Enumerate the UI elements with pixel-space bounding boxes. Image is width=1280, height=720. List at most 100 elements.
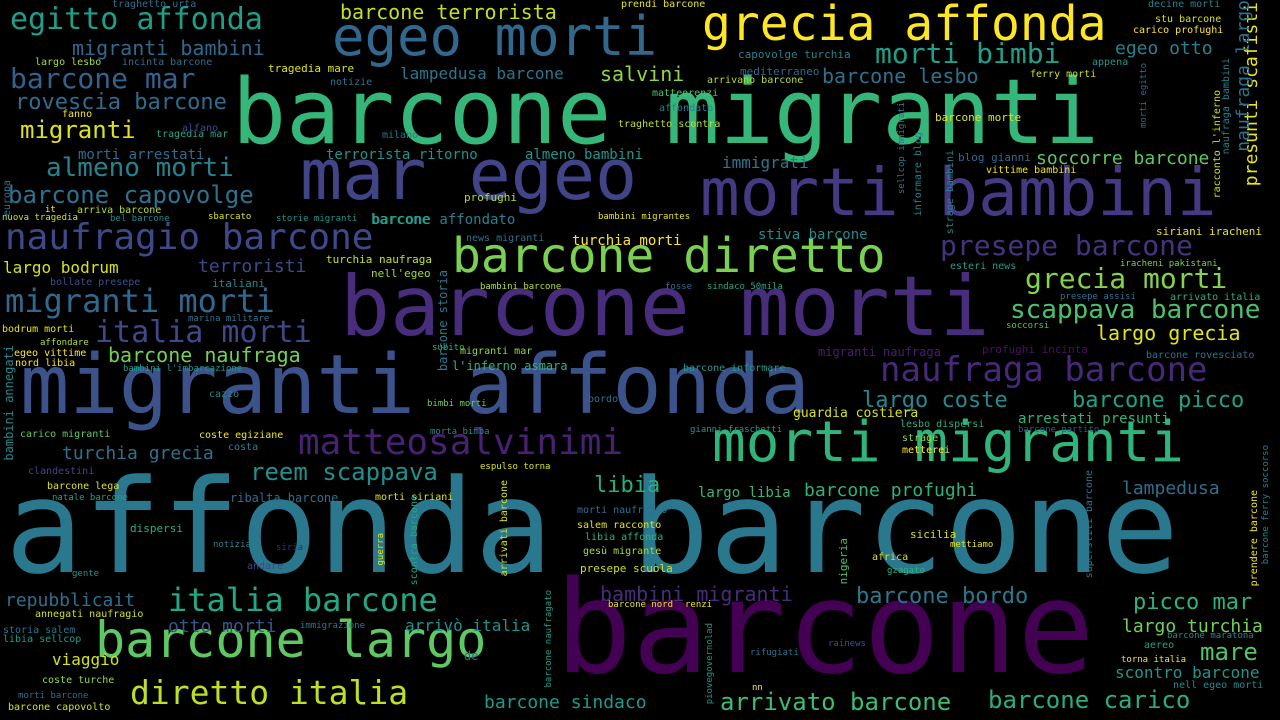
cloud-word: barcone: [555, 554, 1095, 703]
cloud-word: repubblicait: [5, 590, 136, 611]
cloud-word: capovolge turchia: [738, 48, 851, 61]
cloud-word: arrivano barcone: [707, 75, 804, 86]
cloud-word: barcone bordo: [856, 584, 1029, 609]
cloud-word: scontra barcone: [409, 495, 420, 586]
cloud-word: naufraga largo: [1233, 0, 1254, 152]
cloud-word: costa: [228, 442, 259, 453]
cloud-word: naufragio barcone: [5, 217, 374, 258]
cloud-word: almeno morti: [46, 153, 234, 183]
cloud-word: morti bimbi: [875, 37, 1061, 70]
cloud-word: terrorista ritorno: [326, 147, 478, 163]
cloud-word: storia salem: [3, 625, 76, 636]
cloud-word: barcone rovesciato: [1146, 350, 1255, 361]
cloud-word: egitto affonda: [10, 2, 263, 37]
cloud-word: bimbi morti: [427, 399, 487, 409]
cloud-word: bambini migranti: [600, 582, 793, 606]
cloud-word: grecia affonda: [702, 0, 1107, 52]
cloud-word: de: [464, 649, 479, 663]
cloud-word: barcone informare: [683, 363, 786, 374]
cloud-word: bel barcone: [110, 214, 170, 224]
cloud-word: fosse: [665, 282, 693, 292]
cloud-word: matteosalvinimi: [298, 422, 624, 463]
cloud-word: largo coste: [862, 388, 1008, 413]
cloud-word: informare blog: [913, 132, 924, 217]
cloud-word: blog gianni: [958, 151, 1031, 164]
cloud-word: morti barcone: [18, 691, 89, 701]
cloud-word: lampedusa barcone: [400, 64, 564, 83]
cloud-word: storie migranti: [276, 214, 358, 224]
cloud-word: migranti bambini: [72, 36, 265, 60]
cloud-word: arrestati presunti: [1018, 411, 1170, 427]
cloud-word: nn: [752, 683, 763, 693]
cloud-word: it: [45, 205, 56, 215]
cloud-word: immigrati: [722, 153, 809, 172]
cloud-word: esteri news: [950, 261, 1017, 272]
cloud-word: migranti naufraga: [818, 345, 941, 359]
cloud-word: barcone largo: [95, 611, 487, 669]
cloud-word: africa: [872, 552, 909, 563]
cloud-word: traghetto urta: [112, 0, 197, 10]
cloud-word: clandestini: [28, 466, 95, 477]
cloud-word: strage: [902, 433, 939, 444]
cloud-word: almeno bambini: [525, 147, 644, 163]
cloud-word: grecia morti: [1025, 262, 1228, 295]
cloud-word: barcone carico: [988, 686, 1191, 714]
cloud-word: scappava barcone: [1010, 295, 1261, 325]
cloud-word: barcone diretto: [452, 228, 886, 284]
cloud-word: carico migranti: [20, 429, 111, 440]
cloud-word: morti egitto: [1139, 63, 1149, 129]
cloud-word: milano: [382, 130, 419, 141]
cloud-word: immigrazione: [300, 621, 366, 631]
cloud-word: espulso torna: [480, 462, 551, 472]
cloud-word: barcone lega: [47, 481, 120, 492]
cloud-word: mediterraneo: [740, 65, 820, 78]
cloud-word: guerra: [376, 533, 386, 566]
cloud-word: torna italia: [1121, 655, 1187, 665]
cloud-word: migranti morti: [5, 282, 275, 320]
cloud-word: libia sellcop: [3, 634, 82, 645]
cloud-word: salem racconto: [577, 520, 662, 531]
cloud-word: natale barcone: [52, 493, 128, 503]
cloud-word: gzagato: [887, 566, 925, 576]
cloud-word: news migranti: [466, 233, 545, 244]
cloud-word: piovegovernolad: [705, 623, 715, 705]
cloud-word: barcone terrorista: [340, 0, 557, 24]
cloud-word: coste turche: [42, 675, 115, 686]
cloud-word: ribalta barcone: [230, 491, 339, 505]
cloud-word: dispersi: [130, 522, 183, 535]
cloud-word: vittime bambini: [986, 165, 1077, 176]
cloud-word: bodrum morti: [2, 324, 75, 335]
cloud-word: barcone mar: [10, 62, 196, 95]
cloud-word: morti siriani: [375, 492, 454, 503]
cloud-word: largo libia: [698, 485, 791, 501]
cloud-word: andare: [247, 561, 284, 572]
cloud-word: largo bodrum: [3, 258, 119, 277]
cloud-word: italia barcone: [168, 581, 438, 619]
cloud-word: incinta barcone: [122, 57, 213, 68]
cloud-word: cazzo: [209, 389, 240, 400]
cloud-word: nell egeo morti: [1173, 680, 1264, 691]
cloud-word: picco mar: [1133, 590, 1253, 615]
cloud-word: morti arrestati: [78, 147, 205, 163]
cloud-word: mar egeo: [300, 134, 638, 216]
cloud-word: barcone naufragato: [544, 590, 554, 688]
cloud-word: bambini annegati: [2, 345, 16, 461]
cloud-word: lampedusa: [1122, 478, 1220, 499]
cloud-word: otto morti: [168, 616, 277, 637]
cloud-word: gente: [72, 569, 100, 579]
cloud-word: barcone migranti: [232, 60, 1099, 165]
cloud-word: tragedia mare: [268, 62, 355, 75]
cloud-word: arrivato barcone: [720, 688, 952, 716]
cloud-word: affondare: [40, 338, 89, 348]
cloud-word: affondato: [659, 103, 714, 114]
cloud-word: largo lesbo: [35, 57, 102, 68]
cloud-word: appena: [1092, 57, 1129, 68]
cloud-word: europa: [2, 180, 13, 217]
cloud-word: naufraga barcone: [880, 350, 1208, 390]
cloud-word: l'inferno asmara: [452, 359, 568, 373]
cloud-word: presepe assisi: [1060, 292, 1136, 302]
cloud-word: siriani iracheni: [1156, 225, 1262, 238]
cloud-word: mare: [1200, 638, 1258, 666]
cloud-word: barcone lesbo: [822, 64, 979, 88]
